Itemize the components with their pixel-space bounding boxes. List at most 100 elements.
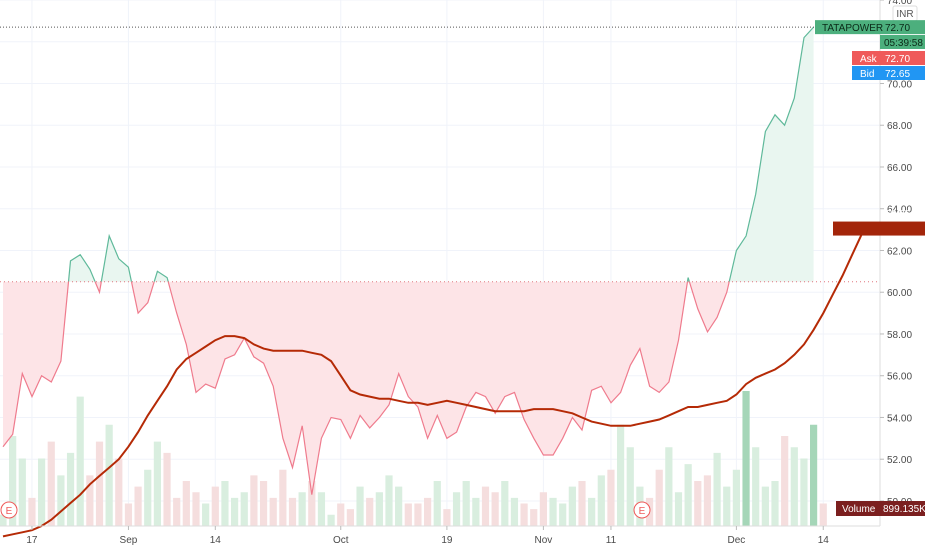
svg-text:EMA:MA: EMA:MA xyxy=(840,209,880,220)
volume-bar xyxy=(231,497,239,526)
volume-bar xyxy=(742,391,750,526)
volume-bar xyxy=(559,503,567,526)
volume-bar xyxy=(404,503,412,526)
volume-bar xyxy=(173,497,181,526)
volume-bar xyxy=(655,469,663,526)
svg-text:Volume: Volume xyxy=(842,504,876,515)
svg-text:72.65: 72.65 xyxy=(885,69,910,80)
time-axis[interactable]: 17 Sep 14 Oct 19 Nov 11 Dec 14 xyxy=(0,525,880,546)
y-tick-label: 52.00 xyxy=(887,455,912,466)
x-tick-label: Dec xyxy=(728,535,746,546)
volume-bar xyxy=(95,441,104,526)
volume-bar xyxy=(752,447,760,526)
volume-bar xyxy=(520,503,528,526)
x-tick-label: Oct xyxy=(333,535,349,546)
volume-bar xyxy=(674,492,683,526)
volume-bar xyxy=(192,492,200,526)
x-tick-label: Sep xyxy=(120,535,138,546)
volume-bar xyxy=(240,492,248,526)
volume-bar xyxy=(819,503,827,526)
volume-bar xyxy=(0,514,7,526)
volume-bar xyxy=(38,458,46,526)
volume-bar xyxy=(781,436,789,526)
volume-bar xyxy=(810,424,818,526)
x-tick-label: 14 xyxy=(818,535,830,546)
volume-bar xyxy=(501,481,509,526)
volume-bar xyxy=(134,486,142,526)
volume-bar xyxy=(211,486,219,526)
volume-bar xyxy=(385,475,393,526)
price-line-above xyxy=(67,26,815,282)
area-fill-above xyxy=(68,27,814,282)
countdown-tag: 05:39:58 xyxy=(880,35,925,49)
volume-bar xyxy=(76,396,84,526)
volume-bar xyxy=(771,481,779,526)
price-area xyxy=(2,26,815,495)
volume-bar xyxy=(47,441,55,526)
volume-bar xyxy=(327,514,335,526)
volume-bar xyxy=(578,481,586,526)
svg-text:TATAPOWER: TATAPOWER xyxy=(822,23,883,34)
volume-bar xyxy=(288,497,297,526)
volume-bar xyxy=(395,486,403,526)
y-tick-label: 58.00 xyxy=(887,330,912,341)
volume-bar xyxy=(800,458,808,526)
volume-bar xyxy=(115,458,123,526)
volume-bar xyxy=(568,486,576,526)
y-tick-label: 74.00 xyxy=(887,0,912,7)
svg-text:63.05: 63.05 xyxy=(885,209,910,220)
svg-text:72.70: 72.70 xyxy=(885,54,910,65)
volume-bar xyxy=(761,486,769,526)
y-tick-label: 56.00 xyxy=(887,372,912,383)
svg-text:E: E xyxy=(6,506,13,517)
volume-bar xyxy=(269,497,277,526)
volume-bar xyxy=(433,481,441,526)
svg-text:899.135K: 899.135K xyxy=(883,504,926,515)
y-tick-label: 64.00 xyxy=(887,205,912,216)
volume-bar xyxy=(713,452,721,526)
x-tick-label: 17 xyxy=(26,535,38,546)
volume-bar xyxy=(86,475,94,526)
volume-bar xyxy=(607,469,615,526)
svg-text:Bid: Bid xyxy=(860,69,874,80)
x-tick-label: 14 xyxy=(210,535,222,546)
volume-bar xyxy=(723,486,731,526)
ask-tag: Ask 72.70 xyxy=(852,51,925,65)
volume-bars xyxy=(0,391,827,526)
volume-bar xyxy=(57,475,65,526)
volume-bar xyxy=(732,469,740,526)
volume-bar xyxy=(221,481,229,526)
currency-label[interactable]: INR xyxy=(892,5,918,22)
volume-bar xyxy=(452,492,461,526)
volume-bar xyxy=(279,469,287,526)
earnings-marker[interactable]: E xyxy=(633,501,651,519)
volume-bar xyxy=(144,469,152,526)
ema-tag: EMA:MA 63.05 xyxy=(833,209,925,236)
y-tick-label: 70.00 xyxy=(887,79,912,90)
volume-bar xyxy=(9,436,17,526)
volume-bar xyxy=(298,492,306,526)
bid-tag: Bid 72.65 xyxy=(852,66,925,80)
x-tick-label: Nov xyxy=(535,535,553,546)
volume-bar xyxy=(530,509,538,526)
x-tick-label: 19 xyxy=(441,535,453,546)
volume-bar xyxy=(346,509,354,526)
volume-bar xyxy=(337,503,345,526)
area-fill-below xyxy=(3,281,814,495)
y-tick-label: 54.00 xyxy=(887,413,912,424)
volume-bar xyxy=(510,497,519,526)
volume-bar xyxy=(549,497,557,526)
volume-bar xyxy=(539,492,547,526)
volume-bar xyxy=(317,492,326,526)
volume-bar xyxy=(250,475,258,526)
volume-bar xyxy=(617,424,625,526)
y-tick-label: 62.00 xyxy=(887,246,912,257)
volume-bar xyxy=(684,464,692,526)
volume-bar xyxy=(443,509,451,526)
symbol-price-tag: TATAPOWER 72.70 xyxy=(815,20,925,35)
y-tick-label: 60.00 xyxy=(887,288,912,299)
volume-bar xyxy=(163,452,171,526)
earnings-marker[interactable]: E xyxy=(0,501,18,519)
volume-bar xyxy=(491,492,499,526)
